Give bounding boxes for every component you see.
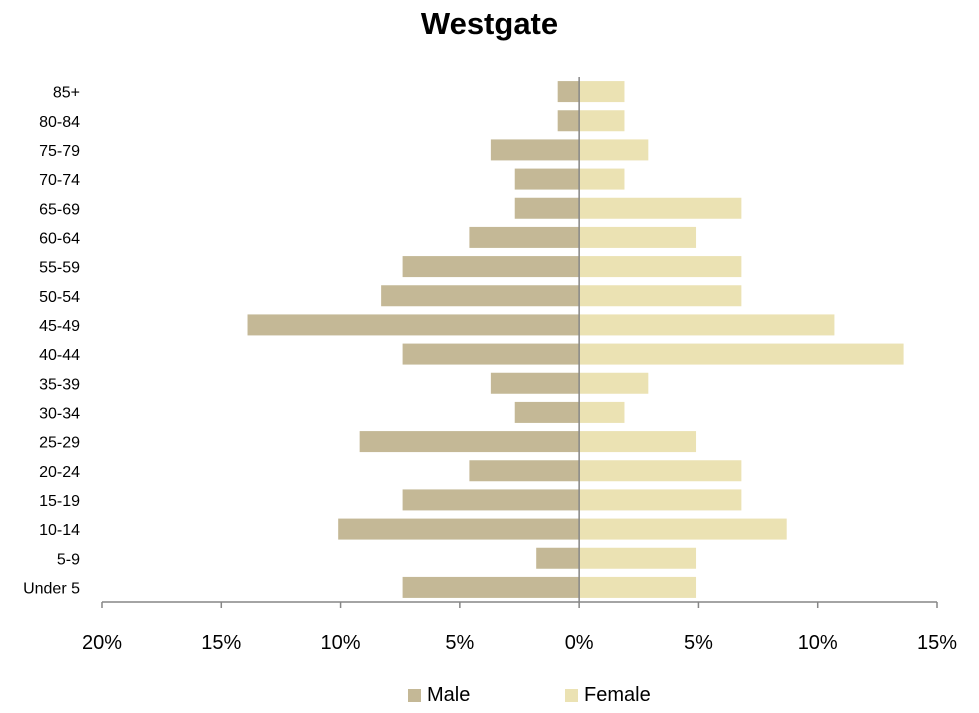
bar-male — [514, 168, 580, 190]
category-label: 55-59 — [39, 260, 80, 277]
bar-female — [579, 110, 625, 132]
category-label: 60-64 — [39, 230, 80, 247]
bar-female — [579, 197, 742, 219]
bar-female — [579, 226, 697, 248]
x-tick-label: 5% — [684, 632, 713, 654]
category-label: 85+ — [53, 85, 80, 102]
category-label: 35-39 — [39, 376, 80, 393]
legend-label-female: Female — [584, 684, 651, 706]
labels-layer: Under 5 5-9 10-14 15-19 20-24 25-29 30-34 35-39… — [23, 85, 957, 654]
x-tick-label: 15% — [917, 632, 957, 654]
bar-female — [579, 401, 625, 423]
category-label: 50-54 — [39, 289, 80, 306]
bar-male — [402, 343, 580, 365]
bar-male — [381, 285, 580, 307]
bar-female — [579, 489, 742, 511]
legend-swatch-female — [565, 689, 578, 702]
category-label: 80-84 — [39, 114, 80, 131]
bar-female — [579, 518, 787, 540]
bar-female — [579, 576, 697, 598]
legend-item-male: Male — [408, 684, 470, 707]
bar-male — [557, 110, 580, 132]
bar-male — [490, 372, 580, 394]
bar-female — [579, 314, 835, 336]
bar-male — [536, 547, 580, 569]
x-tick-label: 5% — [445, 632, 474, 654]
x-tick-label: 10% — [321, 632, 361, 654]
category-label: 25-29 — [39, 435, 80, 452]
bar-male — [338, 518, 580, 540]
x-tick-label: 0% — [565, 632, 594, 654]
x-tick-label: 15% — [201, 632, 241, 654]
legend-label-male: Male — [427, 684, 471, 706]
category-label: 45-49 — [39, 318, 80, 335]
bar-female — [579, 168, 625, 190]
category-label: 5-9 — [57, 551, 80, 568]
bar-female — [579, 460, 742, 482]
legend-item-female: Female — [565, 684, 651, 707]
bar-male — [469, 226, 580, 248]
category-label: 10-14 — [39, 522, 80, 539]
bar-male — [514, 401, 580, 423]
bar-female — [579, 547, 697, 569]
x-tick-label: 20% — [82, 632, 122, 654]
bar-female — [579, 372, 649, 394]
chart-title: Westgate — [420, 6, 559, 41]
x-tick-label: 10% — [798, 632, 838, 654]
bar-female — [579, 139, 649, 161]
bar-female — [579, 81, 625, 103]
category-label: 30-34 — [39, 405, 80, 422]
bars-layer — [247, 81, 904, 598]
category-label: 70-74 — [39, 172, 80, 189]
bar-male — [359, 431, 580, 453]
bar-female — [579, 285, 742, 307]
category-label: 20-24 — [39, 464, 80, 481]
category-label: 65-69 — [39, 201, 80, 218]
bar-male — [469, 460, 580, 482]
bar-male — [402, 576, 580, 598]
bar-male — [402, 489, 580, 511]
legend-swatch-male — [408, 689, 421, 702]
category-label: Under 5 — [23, 580, 80, 597]
bar-male — [557, 81, 580, 103]
category-label: 15-19 — [39, 493, 80, 510]
bar-female — [579, 343, 904, 365]
bar-male — [490, 139, 580, 161]
bar-female — [579, 256, 742, 278]
bar-male — [247, 314, 580, 336]
legend: Male Female — [0, 684, 979, 710]
bar-male — [402, 256, 580, 278]
bar-female — [579, 431, 697, 453]
category-label: 75-79 — [39, 143, 80, 160]
bar-male — [514, 197, 580, 219]
category-label: 40-44 — [39, 347, 80, 364]
axis-layer — [101, 77, 938, 608]
